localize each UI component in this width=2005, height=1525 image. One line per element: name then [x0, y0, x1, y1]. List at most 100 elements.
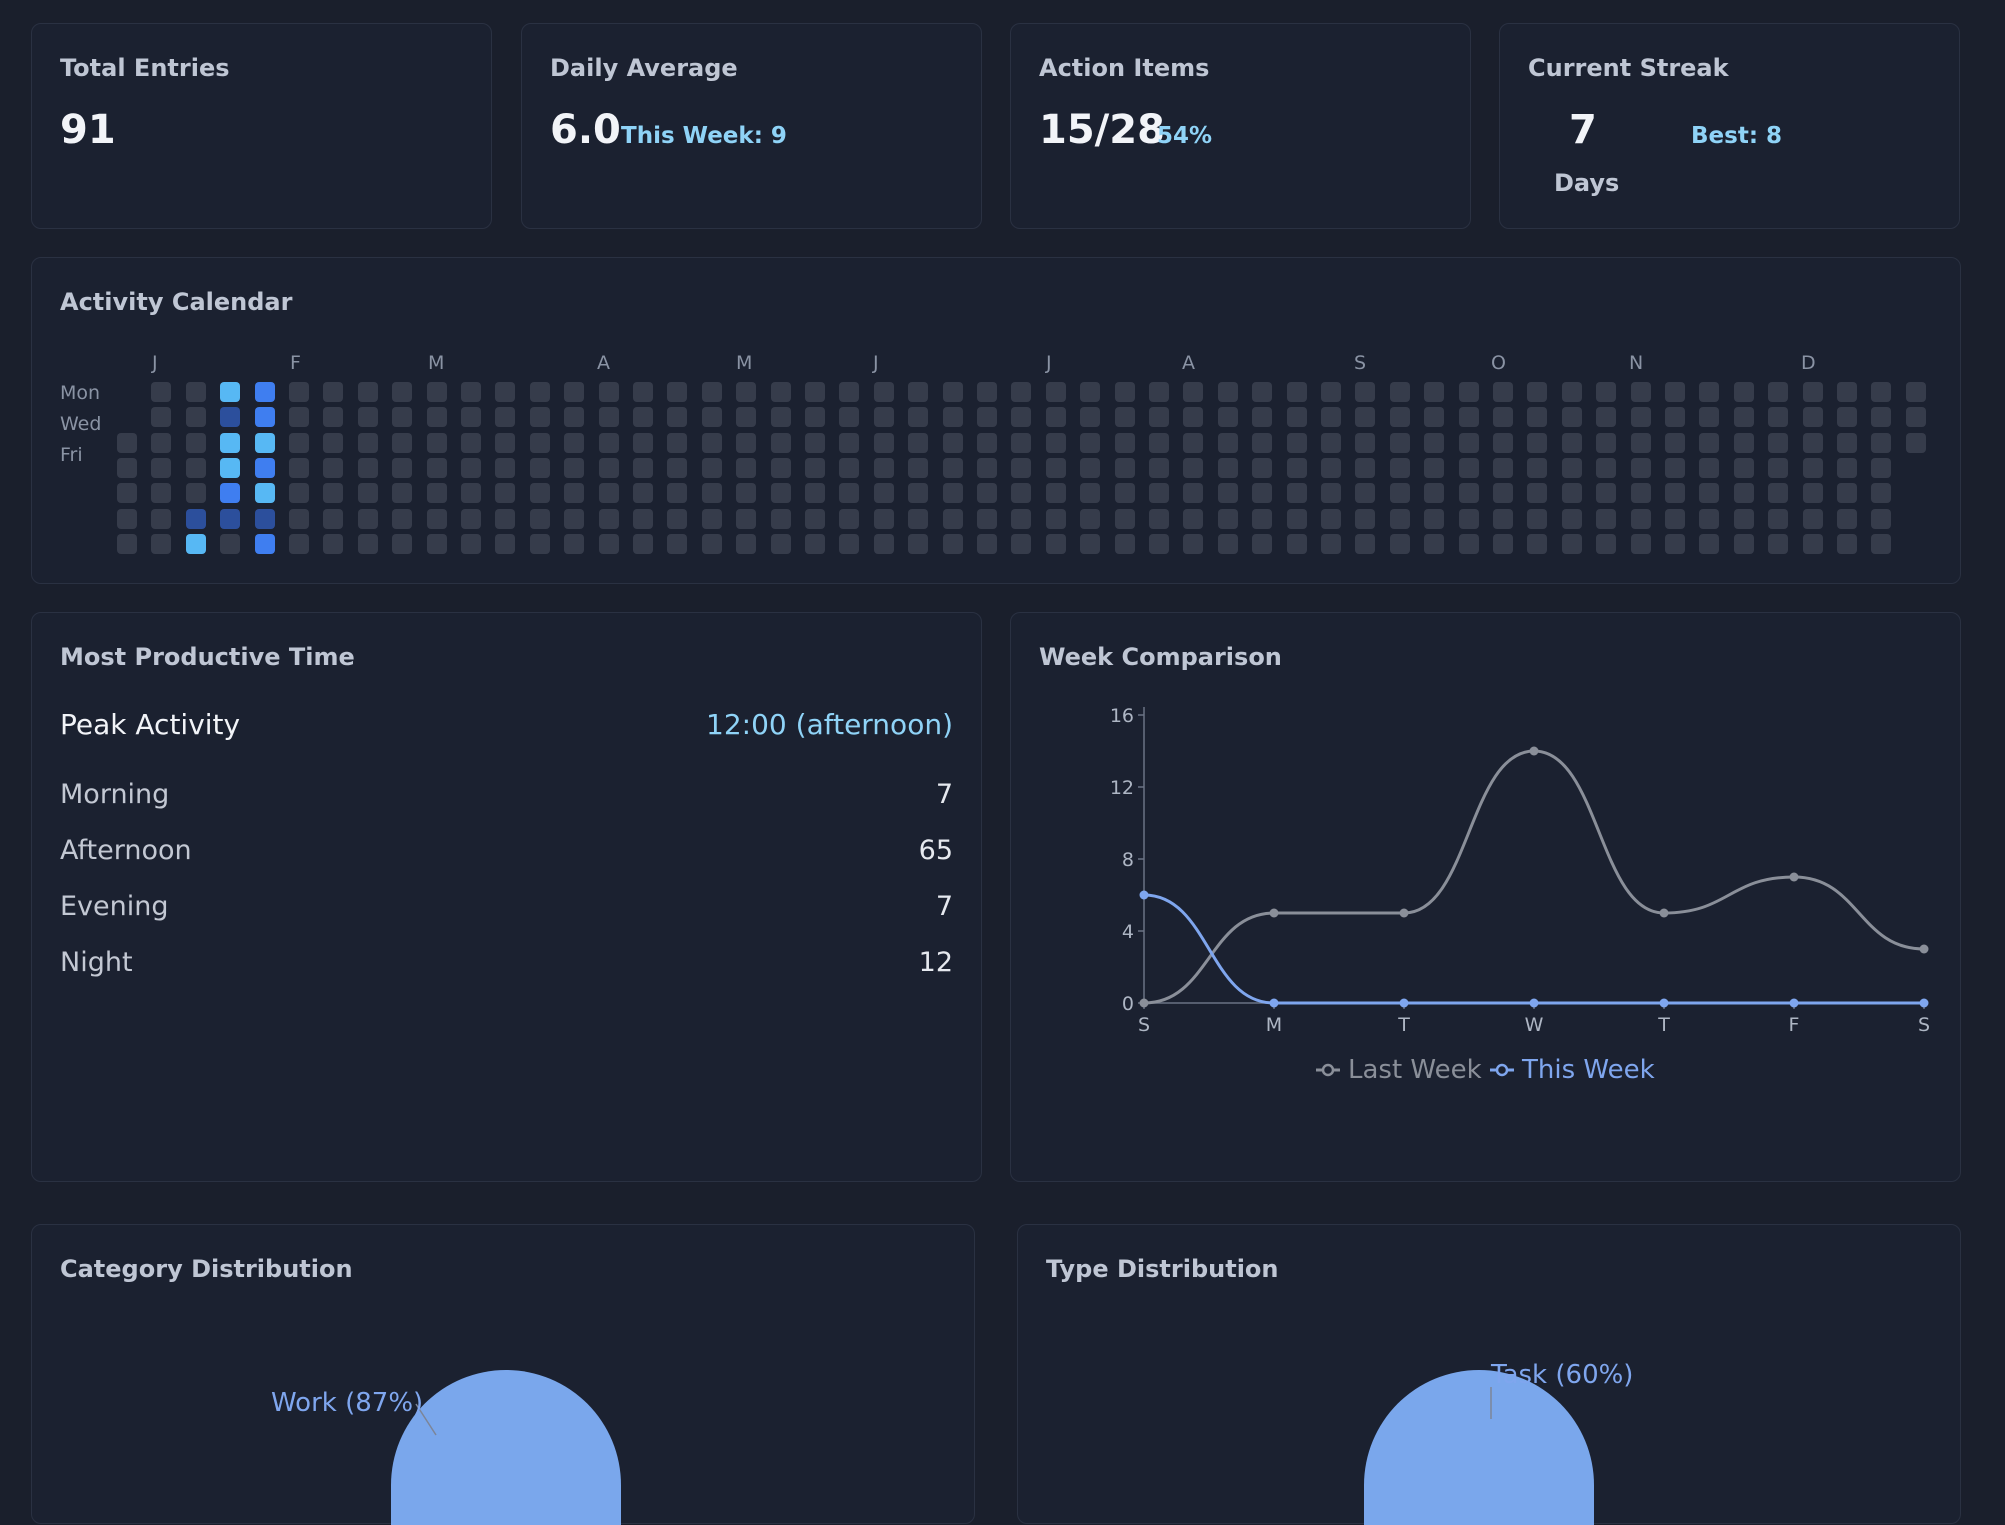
calendar-day-cell[interactable]: [495, 432, 516, 453]
calendar-day-cell[interactable]: [736, 508, 757, 529]
calendar-day-cell[interactable]: [220, 432, 241, 453]
calendar-day-cell[interactable]: [598, 483, 619, 504]
calendar-day-cell[interactable]: [839, 457, 860, 478]
calendar-day-cell[interactable]: [323, 483, 344, 504]
calendar-day-cell[interactable]: [151, 382, 172, 402]
calendar-day-cell[interactable]: [1527, 407, 1548, 428]
calendar-day-cell[interactable]: [1768, 508, 1789, 529]
calendar-day-cell[interactable]: [1665, 457, 1685, 478]
calendar-day-cell[interactable]: [529, 382, 550, 402]
calendar-day-cell[interactable]: [1045, 457, 1066, 478]
calendar-day-cell[interactable]: [461, 533, 481, 554]
calendar-day-cell[interactable]: [1389, 508, 1410, 529]
calendar-day-cell[interactable]: [1217, 382, 1238, 402]
calendar-day-cell[interactable]: [1149, 457, 1169, 478]
calendar-day-cell[interactable]: [426, 508, 447, 529]
calendar-day-cell[interactable]: [1596, 407, 1617, 428]
calendar-day-cell[interactable]: [1080, 382, 1101, 402]
calendar-day-cell[interactable]: [1837, 508, 1857, 529]
data-point[interactable]: [1659, 908, 1669, 918]
calendar-day-cell[interactable]: [392, 457, 413, 478]
calendar-day-cell[interactable]: [1321, 483, 1341, 504]
calendar-day-cell[interactable]: [942, 432, 963, 453]
calendar-day-cell[interactable]: [495, 407, 516, 428]
calendar-day-cell[interactable]: [1458, 432, 1479, 453]
calendar-day-cell[interactable]: [1424, 382, 1445, 402]
calendar-day-cell[interactable]: [392, 508, 413, 529]
calendar-day-cell[interactable]: [1493, 457, 1513, 478]
calendar-day-cell[interactable]: [1871, 508, 1892, 529]
calendar-day-cell[interactable]: [426, 407, 447, 428]
calendar-day-cell[interactable]: [1596, 533, 1617, 554]
calendar-day-cell[interactable]: [1458, 483, 1479, 504]
calendar-day-cell[interactable]: [1183, 533, 1204, 554]
calendar-day-cell[interactable]: [151, 483, 172, 504]
calendar-day-cell[interactable]: [1596, 457, 1617, 478]
calendar-day-cell[interactable]: [942, 483, 963, 504]
calendar-day-cell[interactable]: [1389, 483, 1410, 504]
calendar-day-cell[interactable]: [1596, 508, 1617, 529]
calendar-day-cell[interactable]: [701, 533, 722, 554]
calendar-day-cell[interactable]: [805, 382, 825, 402]
calendar-day-cell[interactable]: [1768, 407, 1789, 428]
calendar-day-cell[interactable]: [1149, 432, 1169, 453]
calendar-day-cell[interactable]: [289, 483, 309, 504]
calendar-day-cell[interactable]: [1630, 432, 1651, 453]
calendar-day-cell[interactable]: [254, 508, 275, 529]
calendar-day-cell[interactable]: [1389, 457, 1410, 478]
calendar-day-cell[interactable]: [1149, 508, 1169, 529]
calendar-day-cell[interactable]: [564, 483, 585, 504]
data-point[interactable]: [1399, 908, 1409, 918]
calendar-day-cell[interactable]: [770, 407, 791, 428]
calendar-day-cell[interactable]: [1837, 457, 1857, 478]
calendar-day-cell[interactable]: [1768, 382, 1789, 402]
calendar-day-cell[interactable]: [701, 483, 722, 504]
calendar-day-cell[interactable]: [633, 407, 653, 428]
calendar-day-cell[interactable]: [426, 382, 447, 402]
calendar-day-cell[interactable]: [461, 382, 481, 402]
calendar-day-cell[interactable]: [1561, 382, 1582, 402]
calendar-day-cell[interactable]: [1699, 407, 1720, 428]
calendar-day-cell[interactable]: [1733, 508, 1754, 529]
calendar-day-cell[interactable]: [289, 457, 309, 478]
calendar-day-cell[interactable]: [770, 533, 791, 554]
calendar-day-cell[interactable]: [873, 432, 894, 453]
calendar-day-cell[interactable]: [1321, 407, 1341, 428]
calendar-day-cell[interactable]: [1802, 457, 1823, 478]
calendar-day-cell[interactable]: [1424, 457, 1445, 478]
calendar-day-cell[interactable]: [1045, 407, 1066, 428]
calendar-day-cell[interactable]: [1011, 533, 1032, 554]
calendar-day-cell[interactable]: [770, 382, 791, 402]
calendar-day-cell[interactable]: [1768, 457, 1789, 478]
calendar-day-cell[interactable]: [1837, 382, 1857, 402]
calendar-day-cell[interactable]: [1699, 508, 1720, 529]
calendar-day-cell[interactable]: [1527, 432, 1548, 453]
calendar-day-cell[interactable]: [667, 407, 688, 428]
calendar-day-cell[interactable]: [805, 483, 825, 504]
calendar-day-cell[interactable]: [736, 382, 757, 402]
calendar-day-cell[interactable]: [1080, 483, 1101, 504]
calendar-day-cell[interactable]: [1183, 382, 1204, 402]
calendar-day-cell[interactable]: [1802, 382, 1823, 402]
data-point[interactable]: [1659, 998, 1669, 1008]
calendar-day-cell[interactable]: [873, 457, 894, 478]
calendar-day-cell[interactable]: [357, 382, 378, 402]
calendar-day-cell[interactable]: [392, 533, 413, 554]
calendar-day-cell[interactable]: [1561, 508, 1582, 529]
calendar-day-cell[interactable]: [220, 508, 241, 529]
calendar-day-cell[interactable]: [1733, 457, 1754, 478]
calendar-day-cell[interactable]: [1802, 407, 1823, 428]
calendar-day-cell[interactable]: [701, 508, 722, 529]
calendar-day-cell[interactable]: [357, 432, 378, 453]
calendar-day-cell[interactable]: [185, 382, 206, 402]
calendar-day-cell[interactable]: [1561, 407, 1582, 428]
calendar-day-cell[interactable]: [1561, 432, 1582, 453]
calendar-day-cell[interactable]: [1321, 382, 1341, 402]
calendar-day-cell[interactable]: [908, 533, 929, 554]
calendar-day-cell[interactable]: [220, 382, 241, 402]
calendar-day-cell[interactable]: [564, 432, 585, 453]
calendar-day-cell[interactable]: [151, 457, 172, 478]
calendar-day-cell[interactable]: [461, 432, 481, 453]
calendar-day-cell[interactable]: [977, 483, 997, 504]
calendar-day-cell[interactable]: [1149, 483, 1169, 504]
